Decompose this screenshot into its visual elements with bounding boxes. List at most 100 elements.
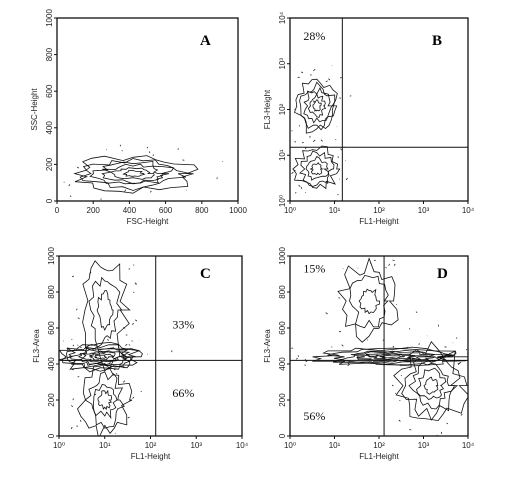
contour-line bbox=[122, 170, 146, 177]
event-speck bbox=[298, 184, 301, 187]
x-tick-label: 10⁴ bbox=[462, 441, 475, 450]
contour-line bbox=[416, 367, 447, 400]
event-speck bbox=[106, 351, 109, 353]
event-speck bbox=[71, 405, 74, 408]
event-speck bbox=[418, 343, 421, 345]
event-speck bbox=[436, 434, 439, 436]
x-tick-label: 600 bbox=[159, 206, 173, 215]
y-tick-label: 200 bbox=[47, 393, 56, 407]
event-speck bbox=[304, 364, 306, 366]
event-speck bbox=[328, 78, 331, 81]
x-tick-label: 1000 bbox=[229, 206, 247, 215]
contour-line bbox=[305, 155, 329, 181]
event-speck bbox=[216, 177, 218, 180]
event-speck bbox=[131, 340, 133, 342]
x-axis-label: FSC-Height bbox=[127, 217, 170, 226]
panel-a: 0 200 400 600 800 1000 0 200 400 600 800 1000 FSC-He… bbox=[30, 9, 247, 226]
event-speck bbox=[446, 422, 449, 425]
contour-line bbox=[82, 350, 117, 363]
x-tick-label: 0 bbox=[55, 206, 60, 215]
contour-line bbox=[350, 350, 436, 363]
contour-line bbox=[340, 350, 453, 365]
contour-group bbox=[45, 260, 173, 436]
y-axis-label: FL3-Area bbox=[263, 329, 272, 363]
event-speck bbox=[327, 126, 329, 128]
event-speck bbox=[73, 348, 76, 350]
y-axis-label: FL3-Area bbox=[32, 329, 41, 363]
event-speck bbox=[127, 416, 130, 419]
event-speck bbox=[146, 146, 149, 149]
x-tick-label: 10⁰ bbox=[284, 206, 296, 215]
event-speck bbox=[113, 369, 116, 371]
event-speck bbox=[140, 390, 142, 393]
plot-frame bbox=[58, 255, 243, 437]
contour-line bbox=[423, 376, 439, 395]
contour-line bbox=[312, 346, 468, 367]
event-speck bbox=[54, 189, 56, 191]
x-tick-label: 10³ bbox=[418, 206, 430, 215]
y-tick-label: 10⁴ bbox=[278, 11, 287, 24]
event-speck bbox=[393, 263, 396, 266]
event-speck bbox=[149, 190, 152, 193]
y-tick-label: 800 bbox=[45, 47, 54, 61]
event-speck bbox=[388, 263, 390, 266]
event-speck bbox=[68, 184, 71, 187]
x-tick-label: 10² bbox=[373, 206, 385, 215]
panel-letter: C bbox=[200, 266, 211, 282]
panel-c: 10⁰ 10¹ 10² 10³ 10⁴ 0 200 400 600 800 1000 FL1-Heig… bbox=[32, 247, 249, 461]
x-tick-label: 10² bbox=[145, 441, 157, 450]
event-speck bbox=[331, 346, 333, 348]
event-speck bbox=[505, 354, 506, 355]
event-speck bbox=[122, 380, 126, 383]
x-tick-label: 10⁰ bbox=[284, 441, 296, 450]
event-speck bbox=[391, 384, 394, 387]
event-speck bbox=[80, 419, 82, 422]
event-speck bbox=[339, 97, 342, 99]
event-speck bbox=[121, 150, 123, 152]
y-tick-label: 10⁰ bbox=[278, 195, 287, 207]
event-speck bbox=[124, 189, 127, 192]
contour-line bbox=[77, 363, 133, 436]
contour-line bbox=[59, 343, 141, 372]
contour-line bbox=[299, 81, 338, 131]
panel-letter: B bbox=[432, 33, 442, 49]
x-tick-label: 800 bbox=[195, 206, 209, 215]
contour-line bbox=[349, 274, 389, 329]
contour-line bbox=[292, 145, 341, 190]
event-speck bbox=[54, 355, 56, 356]
event-speck bbox=[69, 195, 72, 197]
y-tick-label: 200 bbox=[45, 157, 54, 171]
event-speck bbox=[106, 201, 107, 203]
event-speck bbox=[72, 344, 75, 347]
x-tick-label: 10⁰ bbox=[53, 441, 65, 450]
contour-line bbox=[89, 160, 175, 185]
contour-line bbox=[356, 352, 428, 362]
contour-line bbox=[77, 349, 126, 366]
event-speck bbox=[373, 259, 376, 262]
event-speck bbox=[325, 80, 328, 83]
event-speck bbox=[313, 139, 316, 142]
event-speck bbox=[45, 351, 47, 353]
y-tick-label: 1000 bbox=[45, 9, 54, 27]
contour-line bbox=[110, 167, 155, 180]
y-tick-label: 600 bbox=[45, 84, 54, 98]
x-tick-label: 10⁴ bbox=[236, 441, 249, 450]
event-speck bbox=[133, 291, 135, 294]
contour-line bbox=[73, 155, 199, 194]
event-speck bbox=[337, 193, 339, 196]
event-speck bbox=[72, 398, 74, 401]
quadrant-percentage: 28% bbox=[303, 29, 325, 43]
contour-line bbox=[299, 150, 335, 187]
event-speck bbox=[338, 297, 341, 299]
y-tick-label: 800 bbox=[47, 285, 56, 299]
y-tick-label: 1000 bbox=[47, 247, 56, 265]
y-tick-label: 400 bbox=[278, 357, 287, 371]
y-tick-label: 800 bbox=[278, 285, 287, 299]
event-speck bbox=[107, 338, 109, 341]
event-speck bbox=[291, 171, 294, 175]
contour-line bbox=[367, 353, 417, 360]
contour-line bbox=[66, 347, 133, 368]
event-speck bbox=[348, 361, 351, 364]
contour-line bbox=[303, 87, 333, 124]
contour-line bbox=[79, 158, 191, 191]
